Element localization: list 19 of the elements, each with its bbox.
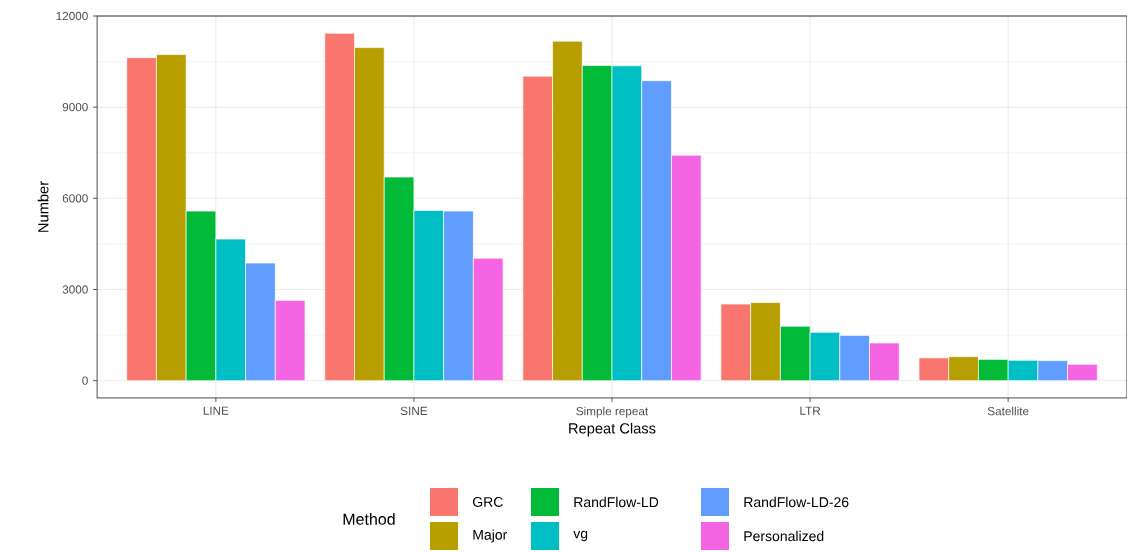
y-tick-label: 12000 xyxy=(56,11,88,21)
y-tick-label: 3000 xyxy=(62,285,88,294)
legend-label: GRC xyxy=(472,497,503,507)
x-axis-title: Repeat Class xyxy=(569,422,656,437)
legend-label: RandFlow-LD-26 xyxy=(744,496,849,508)
legend-label: RandFlow-LD xyxy=(574,496,659,508)
x-tick-label: LTR xyxy=(800,406,821,415)
x-tick-label: Satellite xyxy=(987,406,1029,416)
legend-label: Major xyxy=(473,529,508,543)
x-tick-label: SINE xyxy=(400,406,428,415)
y-tick-label: 9000 xyxy=(62,103,88,112)
y-tick-label: 0 xyxy=(82,376,88,385)
legend-label: vg xyxy=(573,530,588,542)
legend-title: Method xyxy=(343,513,395,525)
legend-label: Personalized xyxy=(744,530,824,542)
y-axis-title: Number xyxy=(37,181,49,232)
y-tick-label: 6000 xyxy=(62,194,88,203)
x-tick-label: LINE xyxy=(203,406,229,415)
x-tick-label: Simple repeat xyxy=(576,406,649,418)
